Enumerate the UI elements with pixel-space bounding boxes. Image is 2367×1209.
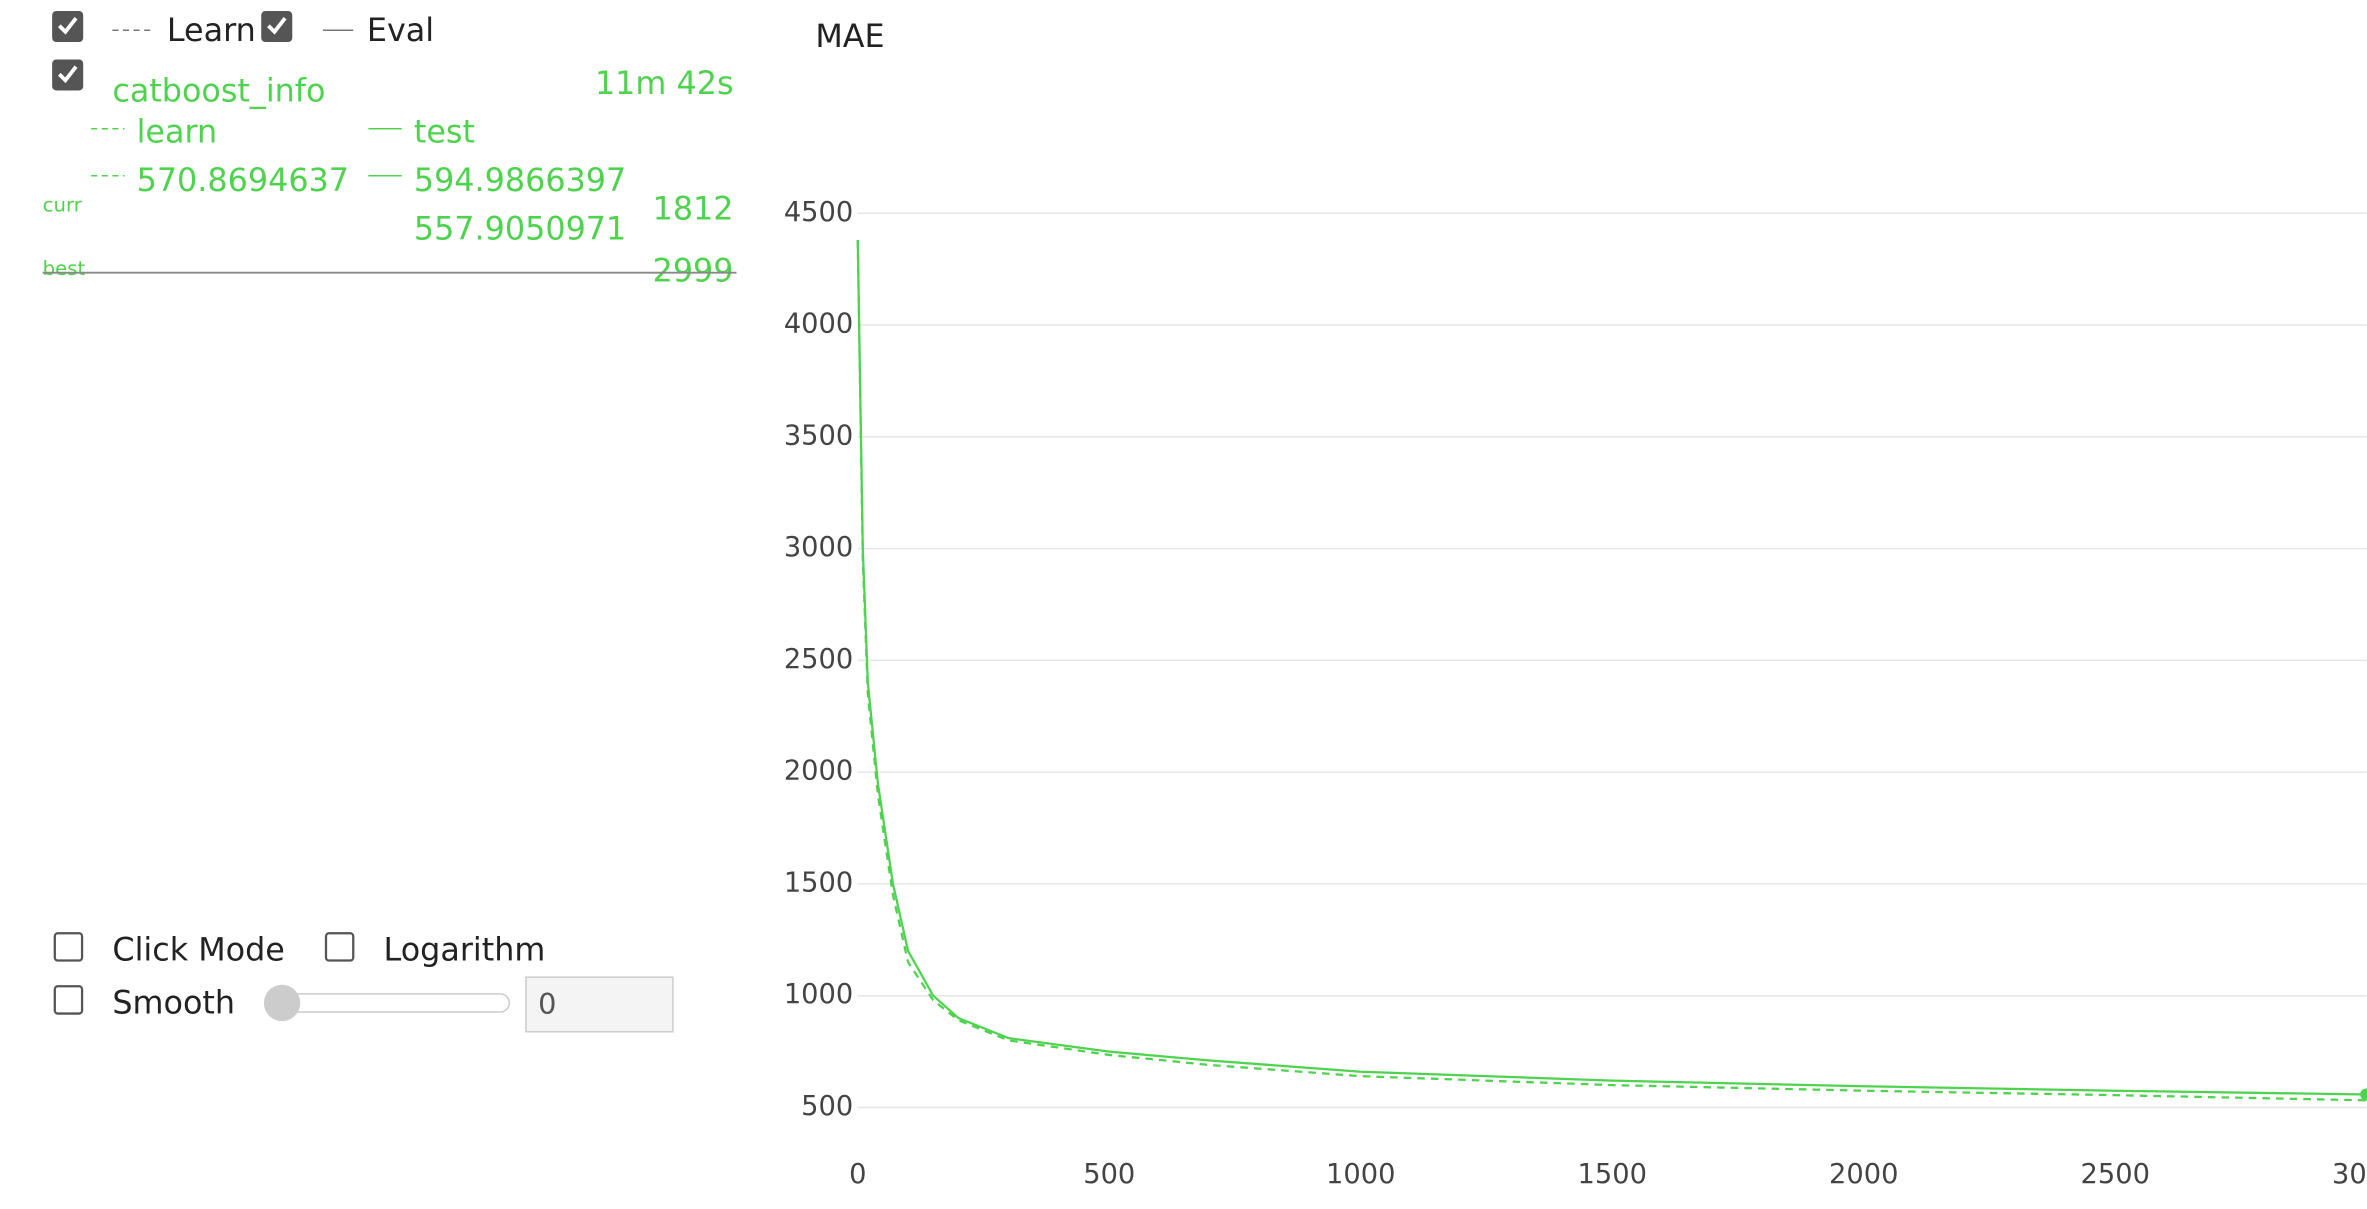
run-time: 11m 42s [595,64,734,102]
x-tick-label: 1500 [1578,1159,1647,1190]
toggle-label: Learn [167,11,256,49]
x-tick-label: 2500 [2081,1159,2150,1190]
best-label: best [43,257,86,280]
y-tick-label: 500 [801,1091,853,1122]
plot: 500 1000 1500 2000 2500 3000 3500 4000 4500 0 500 1… [784,197,2367,1190]
y-tick-label: 2500 [784,644,853,675]
check-icon [267,17,287,35]
smooth-value: 0 [538,987,556,1021]
y-tick-label: 1500 [784,867,853,898]
best-iteration: 2999 [653,252,734,290]
y-tick-label: 2000 [784,756,853,787]
chart-title: MAE [815,17,884,55]
smooth-slider[interactable] [272,993,511,1013]
control-label: Smooth [112,983,235,1021]
curr-iteration: 1812 [653,190,734,228]
check-icon [58,17,78,35]
series-line [856,240,2367,1096]
check-icon [58,65,78,84]
run-name: catboost_info [112,71,325,109]
best-test: 557.9050971 [414,209,626,247]
column-name: test [414,112,475,150]
y-tick-label: 1000 [784,979,853,1010]
y-tick-label: 4500 [784,197,853,228]
x-tick-label: 3000 [2332,1159,2367,1190]
column-name: learn [137,112,218,150]
slider-thumb[interactable] [263,984,301,1022]
curr-label: curr [43,194,83,217]
control-label: Logarithm [384,930,546,968]
click-mode-checkbox[interactable] [53,932,84,962]
x-tick-label: 0 [849,1159,866,1190]
x-tick-label: 1000 [1326,1159,1395,1190]
logarithm-checkbox[interactable] [324,932,355,962]
x-tick-label: 2000 [1829,1159,1898,1190]
end-marker [2360,1088,2367,1101]
y-tick-label: 4000 [784,309,853,340]
x-tick-label: 500 [1083,1159,1135,1190]
smooth-checkbox[interactable] [53,985,84,1015]
y-tick-label: 3000 [784,532,853,563]
smooth-input[interactable] [525,976,674,1033]
control-label: Click Mode [112,930,285,968]
curr-test: 594.9866397 [414,161,626,199]
toggle-label: Eval [367,11,434,49]
series-line [856,240,2367,1102]
y-tick-label: 3500 [784,420,853,451]
curr-learn: 570.8694637 [137,161,349,199]
